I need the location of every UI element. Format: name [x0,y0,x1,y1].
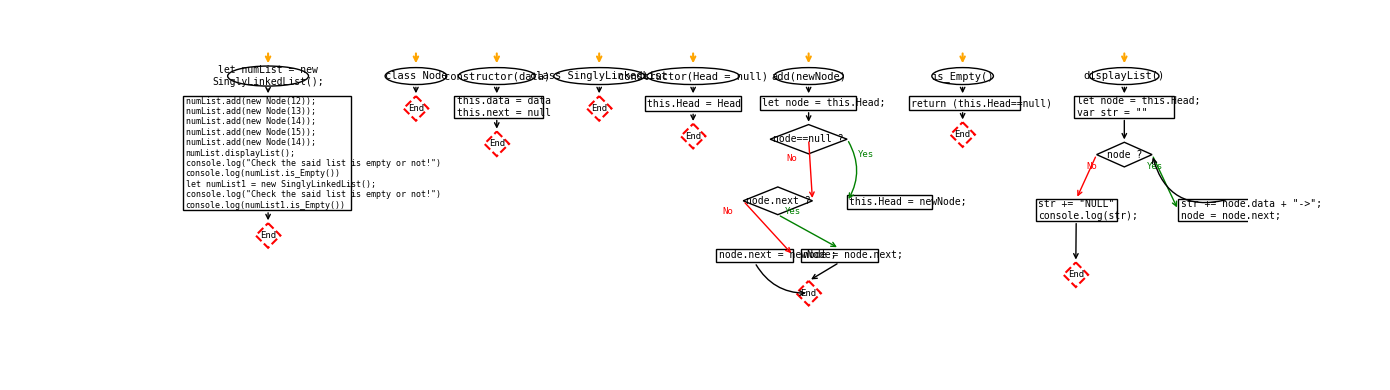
Text: str += "NULL"
console.log(str);: str += "NULL" console.log(str); [1038,199,1138,221]
Text: this.Head = Head: this.Head = Head [646,99,741,109]
Bar [1036,199,1116,221]
Text: No: No [723,207,733,216]
Text: node = node.next;: node = node.next; [803,250,904,261]
Bar [716,248,794,262]
Text: constructor(data): constructor(data) [443,71,550,81]
Text: node==null ?: node==null ? [773,134,844,144]
Text: this.data = data
this.next = null: this.data = data this.next = null [457,96,550,118]
Text: displayList(): displayList() [1084,71,1165,81]
Text: node.next = newNode;: node.next = newNode; [719,250,835,261]
Text: End: End [407,104,424,113]
Text: let numList = new
SinglyLinkedList();: let numList = new SinglyLinkedList(); [213,65,324,87]
Text: node.next ?: node.next ? [745,196,810,206]
Text: this.Head = newNode;: this.Head = newNode; [849,197,967,207]
Text: str += node.data + "->";
node = node.next;: str += node.data + "->"; node = node.nex… [1180,199,1322,221]
Bar [183,96,352,210]
Bar [909,96,1020,110]
Text: End: End [489,139,505,148]
Bar [455,96,543,118]
Text: End: End [260,231,277,240]
Text: constructor(Head = null): constructor(Head = null) [619,71,769,81]
Text: return (this.Head==null): return (this.Head==null) [910,98,1052,108]
Text: No: No [787,154,796,163]
Text: is_Empty(): is_Empty() [931,71,994,82]
Text: Yes: Yes [1147,161,1163,171]
Text: End: End [591,104,607,113]
Text: End: End [685,131,701,141]
Bar [760,96,856,110]
Bar [1074,96,1175,118]
Text: node ?: node ? [1106,150,1143,160]
Text: End: End [955,130,970,139]
Text: class Node: class Node [385,71,448,81]
Text: class SinglyLinkedList: class SinglyLinkedList [531,71,669,81]
Text: End: End [801,289,817,298]
Text: let node = this.Head;: let node = this.Head; [763,98,885,108]
Bar [847,195,931,209]
Text: No: No [1087,161,1097,171]
Bar [1179,199,1279,221]
Text: End: End [1068,270,1084,279]
Bar [801,248,878,262]
Bar [645,96,741,112]
Text: Yes: Yes [785,207,801,216]
Text: add(newNode): add(newNode) [771,71,847,81]
Text: Yes: Yes [858,150,874,159]
Text: let node = this.Head;
var str = "": let node = this.Head; var str = "" [1077,96,1200,118]
Text: numList.add(new Node(12));
numList.add(new Node(13));
numList.add(new Node(14));: numList.add(new Node(12)); numList.add(n… [186,97,441,209]
